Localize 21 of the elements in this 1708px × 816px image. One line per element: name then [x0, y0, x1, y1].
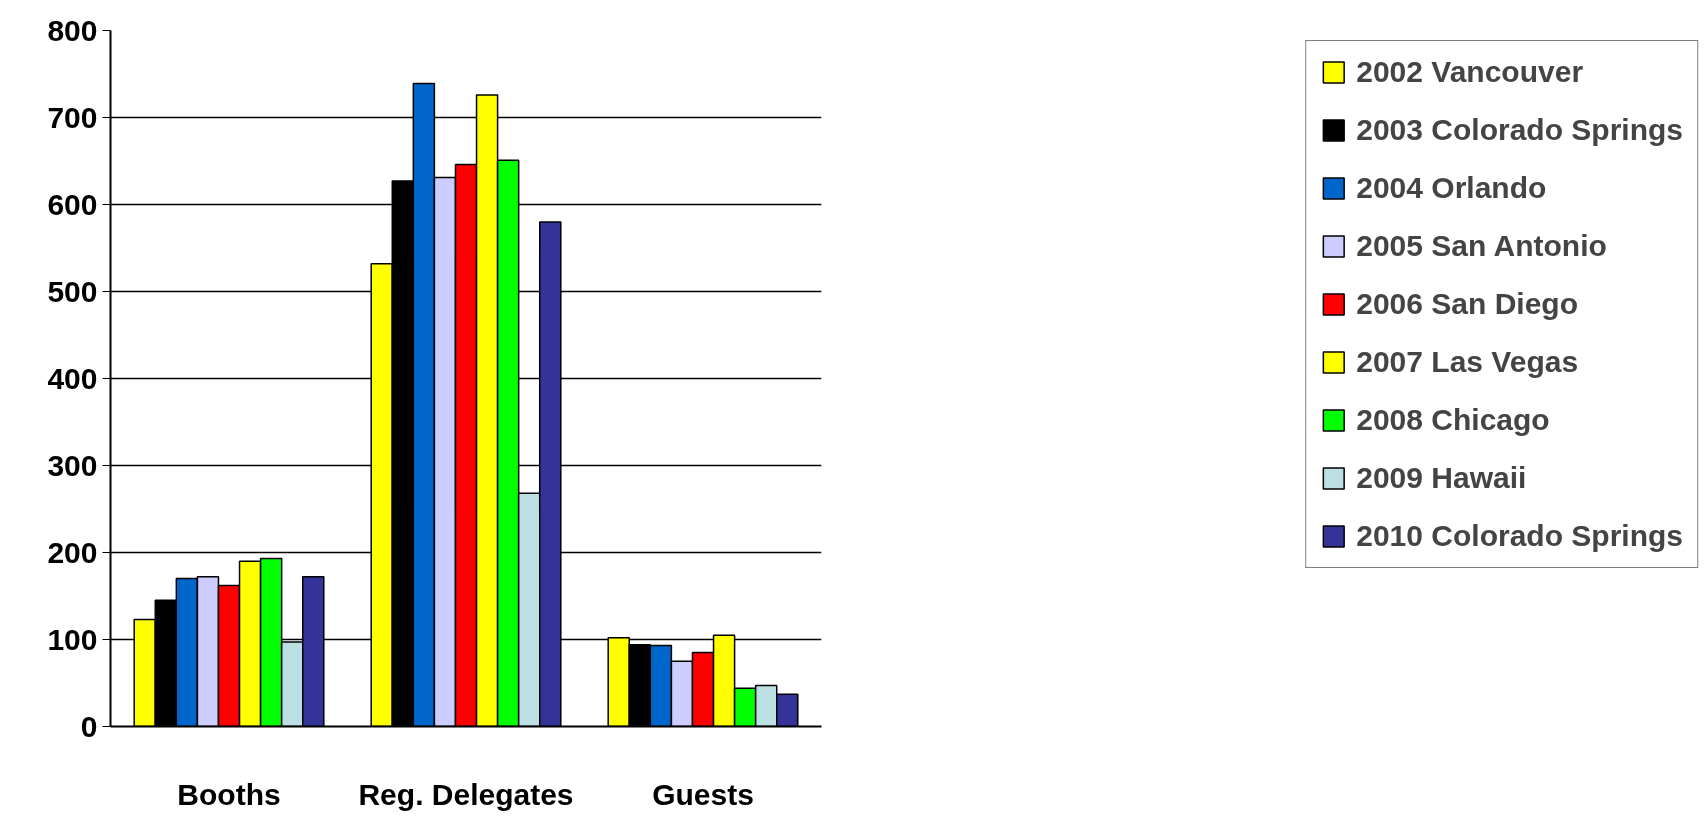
legend-label: 2008 Chicago — [1356, 403, 1550, 437]
x-tick-label: Guests — [652, 777, 754, 811]
y-tick-label: 500 — [47, 274, 98, 308]
y-tick-label: 300 — [47, 448, 98, 482]
legend-label: 2005 San Antonio — [1356, 229, 1607, 263]
legend-label: 2004 Orlando — [1356, 171, 1547, 205]
legend-label: 2010 Colorado Springs — [1356, 519, 1683, 553]
x-tick-label: Reg. Delegates — [358, 777, 574, 811]
y-tick-label: 600 — [47, 187, 98, 221]
legend-label: 2002 Vancouver — [1356, 55, 1584, 89]
y-tick-label: 800 — [47, 13, 98, 47]
legend-label: 2009 Hawaii — [1356, 461, 1527, 495]
y-tick-label: 100 — [47, 622, 98, 656]
x-tick-label: Booths — [177, 777, 281, 811]
legend-label: 2007 Las Vegas — [1356, 345, 1579, 379]
y-tick-label: 0 — [80, 709, 98, 743]
y-tick-label: 700 — [47, 100, 98, 134]
y-tick-label: 200 — [47, 535, 98, 569]
y-tick-label: 400 — [47, 361, 98, 395]
legend-label: 2006 San Diego — [1356, 287, 1579, 321]
legend-label: 2003 Colorado Springs — [1356, 113, 1683, 147]
